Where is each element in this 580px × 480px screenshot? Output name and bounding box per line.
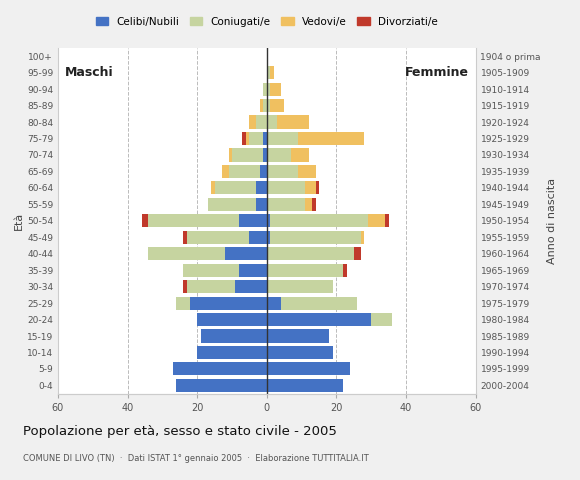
Bar [197,346,267,359]
Bar [267,329,329,343]
Bar [211,181,215,194]
Bar [246,132,249,145]
Bar [267,132,298,145]
Bar [305,181,316,194]
Text: Maschi: Maschi [65,66,114,79]
Bar [263,132,267,145]
Bar [187,231,249,244]
Bar [270,231,361,244]
Text: Popolazione per età, sesso e stato civile - 2005: Popolazione per età, sesso e stato civil… [23,425,337,438]
Bar [267,264,343,277]
Bar [281,297,357,310]
Bar [201,329,267,343]
Bar [142,214,148,228]
Bar [368,214,385,228]
Bar [183,280,187,293]
Bar [267,379,343,392]
Bar [190,297,267,310]
Bar [267,181,305,194]
Bar [187,280,235,293]
Bar [267,247,354,260]
Bar [249,231,267,244]
Bar [267,346,333,359]
Bar [263,99,267,112]
Bar [270,214,368,228]
Bar [270,99,284,112]
Bar [176,379,267,392]
Bar [148,247,225,260]
Bar [256,198,267,211]
Bar [242,132,246,145]
Bar [267,66,270,79]
Y-axis label: Anno di nascita: Anno di nascita [546,178,557,264]
Bar [312,198,316,211]
Bar [267,198,305,211]
Bar [239,214,267,228]
Bar [263,148,267,162]
Bar [197,313,267,326]
Bar [208,198,256,211]
Bar [277,116,309,129]
Bar [267,165,298,178]
Bar [148,214,239,228]
Y-axis label: Età: Età [14,212,24,230]
Text: COMUNE DI LIVO (TN)  ·  Dati ISTAT 1° gennaio 2005  ·  Elaborazione TUTTITALIA.I: COMUNE DI LIVO (TN) · Dati ISTAT 1° genn… [23,454,369,463]
Bar [222,165,229,178]
Bar [232,148,263,162]
Bar [267,280,333,293]
Bar [270,83,281,96]
Bar [225,247,267,260]
Bar [260,99,263,112]
Bar [173,362,267,375]
Bar [263,83,267,96]
Bar [215,181,256,194]
Bar [183,264,239,277]
Bar [267,313,371,326]
Bar [267,148,291,162]
Bar [176,297,190,310]
Bar [183,231,187,244]
Bar [267,99,270,112]
Bar [229,148,232,162]
Bar [256,116,267,129]
Bar [239,264,267,277]
Bar [385,214,389,228]
Legend: Celibi/Nubili, Coniugati/e, Vedovi/e, Divorziati/e: Celibi/Nubili, Coniugati/e, Vedovi/e, Di… [92,12,442,31]
Text: Femmine: Femmine [405,66,469,79]
Bar [260,165,267,178]
Bar [267,362,350,375]
Bar [371,313,392,326]
Bar [343,264,347,277]
Bar [249,132,263,145]
Bar [267,231,270,244]
Bar [256,181,267,194]
Bar [354,247,361,260]
Bar [270,66,274,79]
Bar [229,165,260,178]
Bar [298,165,316,178]
Bar [298,132,364,145]
Bar [267,297,281,310]
Bar [361,231,364,244]
Bar [291,148,309,162]
Bar [267,83,270,96]
Bar [267,116,277,129]
Bar [235,280,267,293]
Bar [249,116,256,129]
Bar [267,214,270,228]
Bar [305,198,312,211]
Bar [316,181,319,194]
